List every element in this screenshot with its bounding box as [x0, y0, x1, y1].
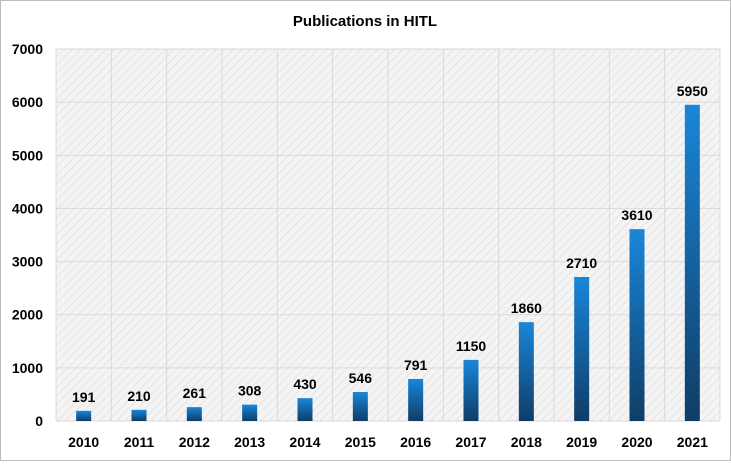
data-label: 2710 [566, 255, 597, 271]
bar [297, 398, 313, 421]
y-tick-label: 6000 [12, 94, 43, 110]
bar [408, 378, 424, 421]
x-tick-label: 2017 [455, 434, 486, 450]
bar [242, 404, 258, 421]
x-tick-label: 2021 [677, 434, 708, 450]
bar [352, 391, 368, 421]
x-tick-label: 2013 [234, 434, 265, 450]
chart-title: Publications in HITL [293, 13, 437, 30]
data-label: 430 [293, 376, 317, 392]
x-tick-label: 2018 [511, 434, 542, 450]
data-label: 546 [349, 370, 373, 386]
x-tick-label: 2014 [289, 434, 320, 450]
bar [186, 407, 202, 421]
data-label: 3610 [621, 207, 652, 223]
bar [629, 229, 645, 421]
y-tick-label: 5000 [12, 147, 43, 163]
data-label: 1150 [456, 338, 487, 354]
bar [518, 322, 534, 421]
data-label: 261 [183, 385, 207, 401]
x-tick-label: 2016 [400, 434, 431, 450]
gridlines [55, 48, 721, 422]
bar [131, 409, 147, 421]
bar [574, 276, 590, 421]
x-tick-label: 2012 [179, 434, 210, 450]
y-tick-label: 2000 [12, 307, 43, 323]
y-tick-label: 4000 [12, 200, 43, 216]
data-label: 191 [72, 389, 96, 405]
bars: 191 210 261 308 430 546 791 1150 1860 2710 3610 595… [72, 83, 708, 422]
data-label: 791 [404, 357, 428, 373]
data-label: 210 [127, 388, 151, 404]
x-tick-label: 2011 [124, 434, 155, 450]
x-tick-label: 2010 [68, 434, 99, 450]
y-tick-label: 0 [35, 413, 43, 429]
y-axis: 0 1000 2000 3000 4000 5000 6000 7000 [12, 41, 43, 429]
x-tick-label: 2020 [621, 434, 652, 450]
bar [684, 104, 700, 422]
x-tick-label: 2019 [566, 434, 597, 450]
x-tick-label: 2015 [345, 434, 376, 450]
y-tick-label: 1000 [12, 360, 43, 376]
data-label: 5950 [677, 83, 708, 99]
x-axis: 2010 2011 2012 2013 2014 2015 2016 2017 2018 2019… [68, 434, 708, 450]
data-label: 308 [238, 383, 262, 399]
bar [76, 410, 92, 421]
y-tick-label: 3000 [12, 254, 43, 270]
y-tick-label: 7000 [12, 41, 43, 57]
data-label: 1860 [511, 300, 542, 316]
bar [463, 359, 479, 421]
